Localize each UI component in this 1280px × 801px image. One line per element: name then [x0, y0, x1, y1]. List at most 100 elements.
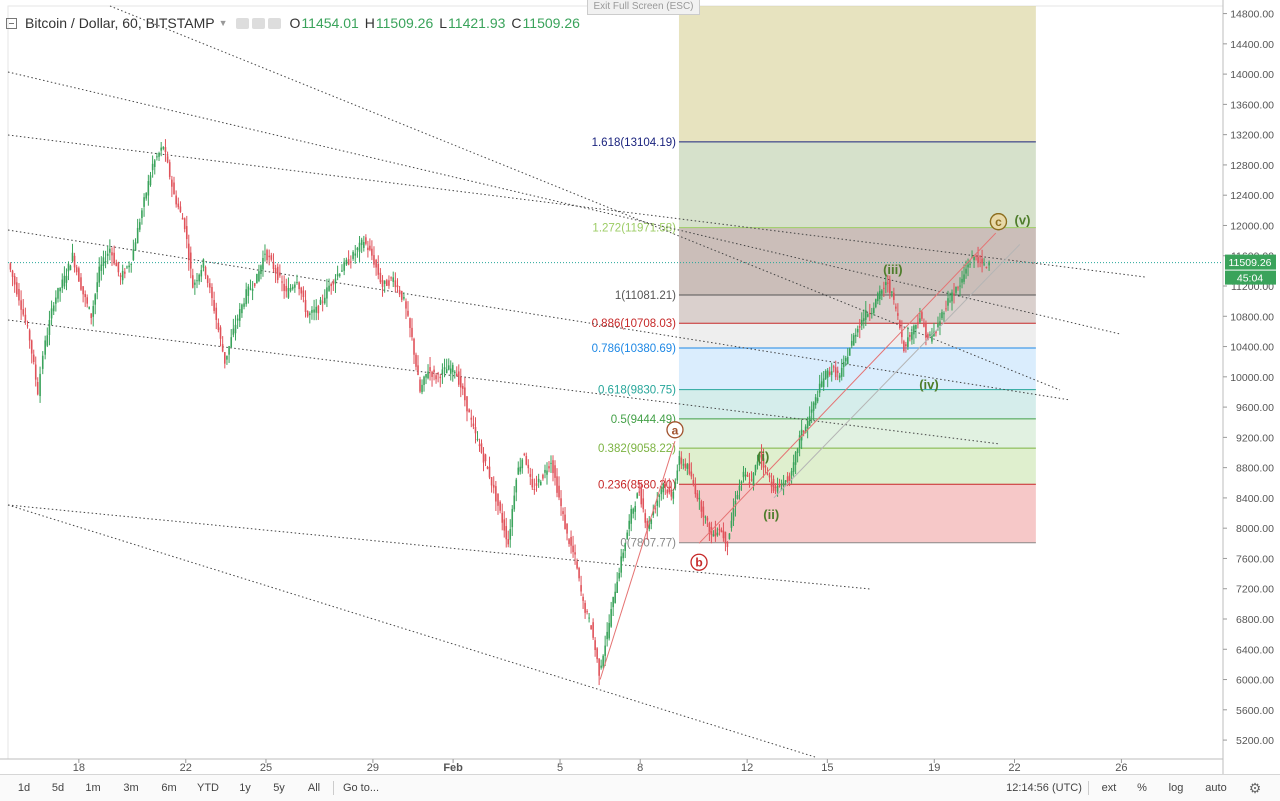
price-tick-label: 6000.00 — [1236, 675, 1274, 687]
candle-body — [826, 370, 829, 378]
collapse-icon[interactable] — [6, 17, 17, 29]
candle-body — [173, 182, 175, 195]
candle-body — [30, 340, 33, 354]
time-tick-label: 8 — [637, 762, 643, 774]
eye-icon[interactable] — [235, 17, 249, 29]
candle-body — [102, 257, 105, 266]
candle-body — [403, 296, 405, 299]
candle-body — [341, 270, 343, 272]
ext-toggle[interactable]: ext — [1101, 782, 1117, 794]
range-1y[interactable]: 1y — [239, 782, 251, 794]
candle-body — [427, 371, 429, 379]
wave-label[interactable]: c — [995, 215, 1002, 229]
wave-label[interactable]: (ii) — [763, 507, 779, 522]
candle-body — [660, 489, 663, 495]
percent-toggle[interactable]: % — [1137, 782, 1147, 794]
time-axis[interactable]: 18 22 25 29 Feb 5 8 12 15 19 22 26 — [0, 758, 1223, 774]
range-1m[interactable]: 1m — [85, 782, 101, 794]
log-toggle[interactable]: log — [1168, 782, 1184, 794]
fib-retracement[interactable]: 0(7807.77) 0.236(8580.30) 0.382(9058.22) 0.… — [592, 6, 1036, 550]
wave-label[interactable]: (iv) — [919, 377, 939, 392]
chart-header: Bitcoin / Dollar, 60, BITSTAMP ▼ O 11454.… — [6, 12, 580, 34]
channel-line[interactable] — [7, 71, 1121, 335]
range-1d[interactable]: 1d — [17, 782, 31, 794]
candle-body — [668, 486, 671, 493]
range-6m[interactable]: 6m — [161, 782, 177, 794]
candle-body — [262, 257, 264, 270]
candle-body — [232, 328, 235, 335]
channel-line[interactable] — [7, 504, 816, 758]
candle-body — [311, 309, 313, 313]
candle-body — [762, 458, 765, 468]
candle-body — [678, 456, 681, 466]
candle-body — [360, 239, 363, 246]
channel-line[interactable] — [7, 319, 1001, 445]
range-5y[interactable]: 5y — [273, 782, 285, 794]
goto-button[interactable]: Go to... — [342, 782, 380, 794]
wave-label[interactable]: (iii) — [883, 262, 903, 277]
wave-line[interactable] — [773, 244, 1021, 499]
chevron-down-icon[interactable]: ▼ — [218, 18, 228, 28]
candle-body — [834, 367, 837, 378]
wave-label[interactable]: (v) — [1015, 213, 1031, 228]
time-tick-label: 29 — [367, 762, 379, 774]
symbol-title[interactable]: Bitcoin / Dollar, 60, BITSTAMP — [25, 15, 215, 31]
range-all[interactable]: All — [307, 782, 321, 794]
wave-line[interactable] — [599, 441, 676, 680]
candle-body — [618, 572, 620, 579]
candle-body — [211, 287, 213, 299]
range-5d[interactable]: 5d — [51, 782, 65, 794]
price-tick-label: 10800.00 — [1230, 311, 1274, 323]
wave-line[interactable] — [698, 232, 997, 544]
range-3m[interactable]: 3m — [123, 782, 139, 794]
candle-body — [951, 292, 953, 302]
time-tick-label: 18 — [73, 762, 85, 774]
candle-body — [696, 493, 699, 500]
candle-body — [90, 313, 93, 319]
candle-body — [9, 263, 12, 270]
price-axis[interactable]: 5200.00 5600.00 6000.00 6400.00 6800.00 7200.… — [1222, 0, 1280, 774]
candle-body — [838, 375, 841, 378]
candle-body — [620, 556, 622, 573]
trend-channels[interactable] — [7, 5, 1223, 758]
exit-fullscreen-button[interactable]: Exit Full Screen (ESC) — [587, 0, 700, 15]
fib-level-label: 0.5(9444.49) — [611, 414, 676, 426]
candle-body — [375, 259, 377, 268]
settings-icon[interactable] — [251, 17, 265, 29]
candle-body — [287, 287, 290, 298]
candle-body — [472, 423, 475, 427]
wave-label[interactable]: a — [672, 423, 679, 437]
candle-body — [873, 307, 875, 314]
candle-body — [149, 175, 152, 186]
candle-body — [294, 284, 296, 288]
auto-toggle[interactable]: auto — [1205, 782, 1227, 794]
candle-body — [503, 519, 506, 531]
candle-body — [580, 585, 582, 592]
candle-body — [574, 552, 576, 555]
candle-body — [356, 247, 359, 251]
candle-body — [336, 273, 339, 277]
candle-body — [808, 416, 811, 426]
price-tick-label: 9600.00 — [1236, 402, 1274, 414]
wave-label[interactable]: (i) — [757, 449, 769, 464]
wave-label[interactable]: b — [695, 556, 702, 570]
candle-body — [413, 338, 415, 355]
time-tick-label: 12 — [741, 762, 753, 774]
range-ytd[interactable]: YTD — [197, 782, 219, 794]
channel-line[interactable] — [7, 504, 871, 590]
channel-line[interactable] — [7, 229, 1071, 401]
channel-line[interactable] — [109, 5, 1061, 391]
elliott-waves[interactable]: a b c (i) (ii) (iii) (iv) (v) — [599, 213, 1036, 680]
candle-body — [272, 261, 275, 269]
candle-body — [519, 466, 522, 472]
candle-body — [495, 486, 497, 502]
candle-body — [194, 282, 196, 285]
remove-icon[interactable] — [267, 17, 281, 29]
candle-body — [415, 354, 417, 367]
gear-icon[interactable]: ⚙ — [1248, 780, 1262, 796]
candle-body — [672, 491, 675, 499]
candle-body — [145, 192, 148, 199]
candle-body — [16, 282, 18, 295]
price-tick-label: 14800.00 — [1230, 9, 1274, 21]
